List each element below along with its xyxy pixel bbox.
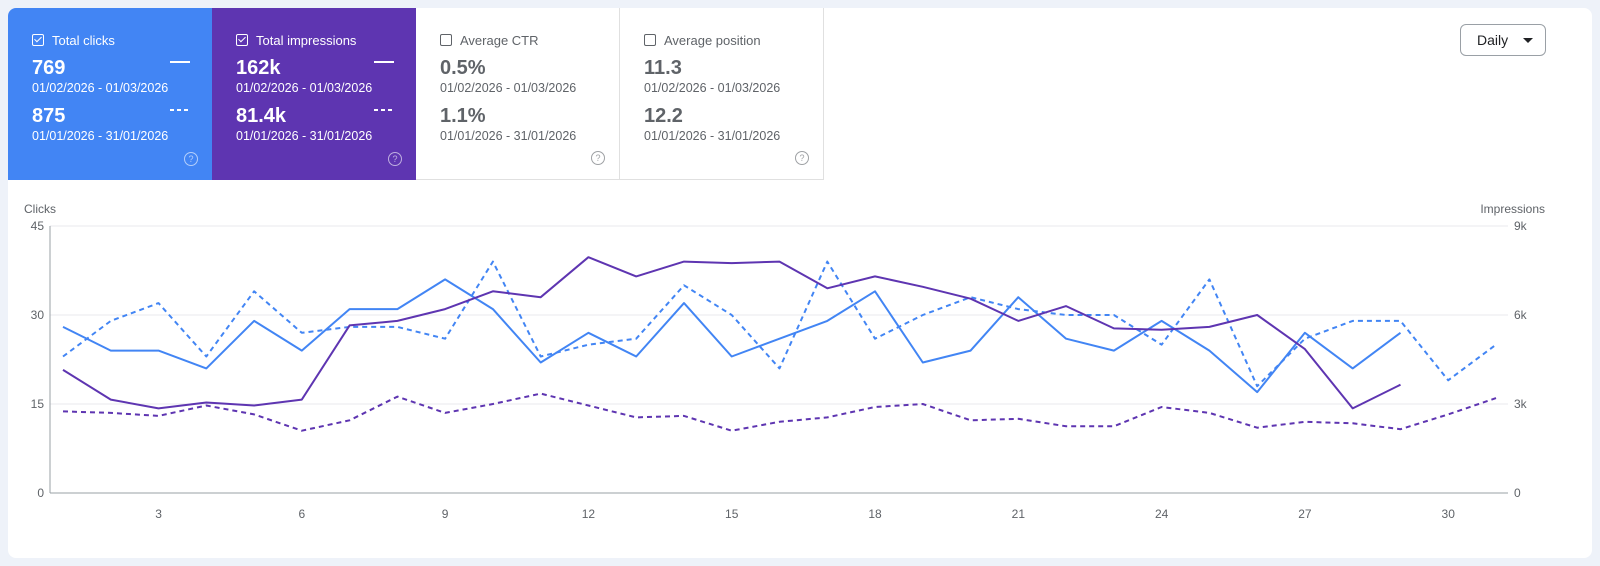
- metric-comparison: 1.1% 01/01/2026 - 31/01/2026: [440, 104, 595, 144]
- y-right-tick-label: 3k: [1514, 397, 1528, 411]
- metric-value: 11.3: [644, 57, 682, 79]
- help-icon[interactable]: ?: [184, 152, 198, 166]
- y-right-tick-label: 0: [1514, 486, 1521, 500]
- granularity-dropdown[interactable]: Daily: [1460, 24, 1546, 56]
- x-tick-label: 21: [1012, 507, 1026, 521]
- impressions-current-line: [62, 256, 1401, 410]
- metric-card-ctr[interactable]: Average CTR 0.5% 01/02/2026 - 01/03/2026…: [416, 8, 620, 180]
- x-tick-label: 12: [582, 507, 596, 521]
- help-icon[interactable]: ?: [591, 151, 605, 165]
- metric-primary: 11.3 01/02/2026 - 01/03/2026: [644, 56, 799, 96]
- metric-primary: 0.5% 01/02/2026 - 01/03/2026: [440, 56, 595, 96]
- help-icon[interactable]: ?: [388, 152, 402, 166]
- y-right-tick-label: 6k: [1514, 308, 1528, 322]
- metric-date-range: 01/01/2026 - 31/01/2026: [32, 129, 169, 143]
- metric-comparison: 875 01/01/2026 - 31/01/2026: [32, 104, 190, 144]
- metric-card-impressions[interactable]: Total impressions 162k 01/02/2026 - 01/0…: [212, 8, 416, 180]
- metric-label: Total impressions: [256, 32, 357, 48]
- dashed-line-legend-icon: [170, 109, 190, 111]
- performance-chart[interactable]: 0 0 15 3k 30 6k 45 9k Clicks Impressions 3 6 9 12 15 18…: [8, 8, 1592, 558]
- y-left-tick-label: 0: [37, 486, 44, 500]
- y-left-tick-label: 45: [31, 219, 45, 233]
- x-tick-label: 15: [725, 507, 739, 521]
- x-tick-label: 9: [442, 507, 449, 521]
- metric-value: 12.2: [644, 105, 683, 127]
- y-right-axis-title: Impressions: [1480, 202, 1545, 216]
- metric-value: 162k: [236, 57, 281, 79]
- dashed-line-legend-icon: [374, 109, 394, 111]
- metric-primary: 162k 01/02/2026 - 01/03/2026: [236, 56, 394, 96]
- metric-date-range: 01/01/2026 - 31/01/2026: [644, 129, 781, 143]
- metric-value: 769: [32, 57, 66, 79]
- x-tick-label: 24: [1155, 507, 1169, 521]
- metric-date-range: 01/02/2026 - 01/03/2026: [236, 81, 373, 95]
- x-tick-label: 30: [1442, 507, 1456, 521]
- checkbox-unchecked-icon[interactable]: [440, 34, 452, 46]
- checkbox-unchecked-icon[interactable]: [644, 34, 656, 46]
- metric-date-range: 01/02/2026 - 01/03/2026: [644, 81, 781, 95]
- impressions-comparison-line: [62, 392, 1497, 432]
- y-right-tick-label: 9k: [1514, 219, 1528, 233]
- help-icon[interactable]: ?: [795, 151, 809, 165]
- metric-card-clicks[interactable]: Total clicks 769 01/02/2026 - 01/03/2026…: [8, 8, 212, 180]
- metric-card-position[interactable]: Average position 11.3 01/02/2026 - 01/03…: [620, 8, 824, 180]
- metric-value: 1.1%: [440, 105, 486, 127]
- metric-value: 875: [32, 105, 66, 127]
- metric-value: 0.5%: [440, 57, 486, 79]
- granularity-value: Daily: [1477, 32, 1509, 48]
- metric-date-range: 01/02/2026 - 01/03/2026: [32, 81, 169, 95]
- metric-header[interactable]: Total clicks: [32, 32, 188, 48]
- clicks-comparison-line: [62, 260, 1497, 388]
- x-tick-label: 3: [155, 507, 162, 521]
- metric-date-range: 01/02/2026 - 01/03/2026: [440, 81, 577, 95]
- metric-header[interactable]: Average position: [644, 32, 799, 48]
- solid-line-legend-icon: [374, 61, 394, 63]
- metric-date-range: 01/01/2026 - 31/01/2026: [440, 129, 577, 143]
- metric-label: Average CTR: [460, 32, 539, 48]
- clicks-current-line: [62, 278, 1402, 394]
- x-tick-label: 18: [868, 507, 882, 521]
- y-left-tick-label: 30: [31, 308, 45, 322]
- checkbox-checked-icon[interactable]: [32, 34, 44, 46]
- x-tick-label: 6: [298, 507, 305, 521]
- y-left-axis-title: Clicks: [24, 202, 56, 216]
- metric-comparison: 81.4k 01/01/2026 - 31/01/2026: [236, 104, 394, 144]
- y-left-tick-label: 15: [31, 397, 45, 411]
- metric-header[interactable]: Total impressions: [236, 32, 392, 48]
- checkbox-checked-icon[interactable]: [236, 34, 248, 46]
- metric-value: 81.4k: [236, 105, 287, 127]
- metric-label: Total clicks: [52, 32, 115, 48]
- performance-panel: Total clicks 769 01/02/2026 - 01/03/2026…: [8, 8, 1592, 558]
- dropdown-arrow-icon: [1523, 38, 1533, 43]
- metric-date-range: 01/01/2026 - 31/01/2026: [236, 129, 373, 143]
- solid-line-legend-icon: [170, 61, 190, 63]
- metric-label: Average position: [664, 32, 761, 48]
- metric-primary: 769 01/02/2026 - 01/03/2026: [32, 56, 190, 96]
- metric-header[interactable]: Average CTR: [440, 32, 595, 48]
- x-tick-label: 27: [1298, 507, 1312, 521]
- metric-comparison: 12.2 01/01/2026 - 31/01/2026: [644, 104, 799, 144]
